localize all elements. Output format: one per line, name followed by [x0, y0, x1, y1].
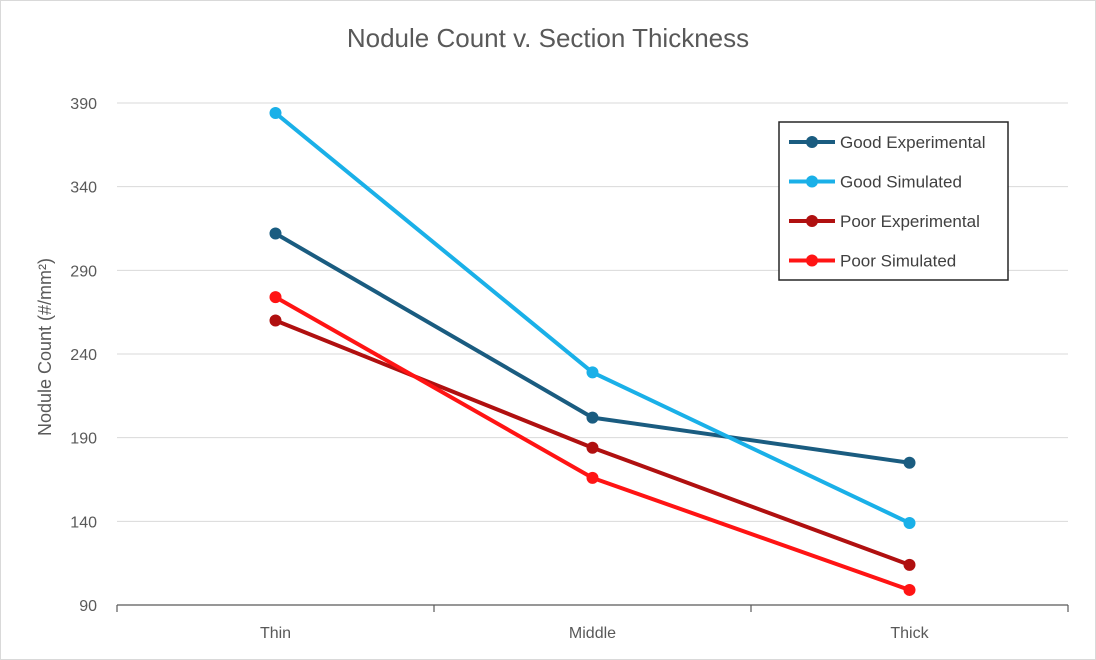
data-point [586, 441, 599, 454]
legend-label: Poor Experimental [840, 212, 980, 231]
legend-marker [806, 215, 818, 227]
legend: Good Experimental Good Simulated Poor Expe… [778, 121, 1009, 281]
y-axis-ticks: 90 140 190 240 290 340 390 [70, 96, 97, 615]
legend-label: Poor Simulated [840, 252, 956, 271]
legend-label: Good Experimental [840, 133, 986, 152]
data-point [586, 366, 599, 379]
data-point [903, 517, 916, 530]
data-point [269, 314, 282, 327]
x-tick-label: Thin [260, 625, 291, 642]
legend-box [778, 121, 1009, 281]
y-axis-title: Nodule Count (#/mm²) [35, 258, 55, 436]
legend-label: Good Simulated [840, 173, 962, 192]
y-tick-label: 90 [79, 598, 97, 615]
y-tick-label: 190 [70, 431, 97, 448]
data-point [269, 107, 282, 120]
x-axis: Thin Middle Thick [116, 604, 1069, 642]
legend-marker [806, 136, 818, 148]
y-tick-label: 140 [70, 514, 97, 531]
legend-marker [806, 254, 818, 267]
y-tick-label: 290 [70, 263, 97, 280]
x-tick-label: Thick [890, 625, 929, 642]
data-point [903, 456, 916, 469]
data-point [269, 291, 282, 304]
data-point [269, 227, 282, 240]
y-tick-label: 240 [70, 347, 97, 364]
series-group [269, 107, 916, 596]
data-point [586, 411, 599, 424]
data-point [903, 558, 916, 571]
y-tick-label: 340 [70, 180, 97, 197]
x-tick-label: Middle [569, 625, 616, 642]
chart-title: Nodule Count v. Section Thickness [347, 23, 749, 53]
legend-marker [806, 175, 818, 188]
data-point [586, 471, 599, 484]
data-point [903, 583, 916, 596]
y-tick-label: 390 [70, 96, 97, 113]
